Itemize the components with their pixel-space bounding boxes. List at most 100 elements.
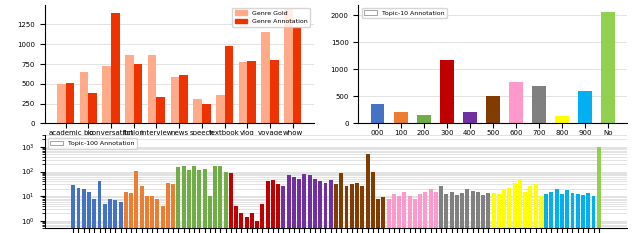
Bar <box>223 171 228 233</box>
Bar <box>339 173 343 233</box>
Bar <box>413 199 417 233</box>
Bar <box>87 192 91 233</box>
Bar <box>334 185 338 233</box>
Legend: Genre Gold, Genre Annotation: Genre Gold, Genre Annotation <box>232 8 310 27</box>
Bar <box>261 32 270 123</box>
Bar <box>216 95 225 123</box>
Bar <box>303 174 307 233</box>
Bar <box>88 93 97 123</box>
Bar <box>429 189 433 233</box>
Bar <box>539 196 543 233</box>
Bar <box>213 166 217 233</box>
Bar <box>177 167 180 233</box>
Bar <box>150 196 154 233</box>
Legend: Topic-10 Annotation: Topic-10 Annotation <box>362 8 447 18</box>
Bar <box>502 189 506 233</box>
Bar <box>292 27 301 123</box>
Bar <box>418 194 422 233</box>
Bar <box>550 192 554 233</box>
Bar <box>250 213 254 233</box>
Bar <box>161 206 164 233</box>
Bar <box>297 179 301 233</box>
Bar <box>455 195 459 233</box>
Bar <box>292 177 296 233</box>
Bar <box>166 183 170 233</box>
Bar <box>376 199 380 233</box>
Bar <box>284 9 292 123</box>
Bar <box>570 193 575 233</box>
Bar <box>125 55 134 123</box>
Bar <box>365 154 369 233</box>
Bar <box>313 179 317 233</box>
Bar <box>66 83 74 123</box>
Bar <box>111 13 120 123</box>
Bar <box>260 204 264 233</box>
Bar <box>381 197 385 233</box>
Bar <box>148 55 157 123</box>
Bar <box>202 104 211 123</box>
Bar <box>555 189 559 233</box>
Bar <box>171 185 175 233</box>
Bar <box>145 196 148 233</box>
Bar <box>534 185 538 233</box>
Bar <box>581 195 585 233</box>
Bar <box>197 170 202 233</box>
Bar <box>247 61 256 123</box>
Bar <box>239 213 243 233</box>
Bar <box>229 173 233 233</box>
Bar <box>394 112 408 123</box>
Bar <box>360 186 364 233</box>
Bar <box>179 75 188 123</box>
Bar <box>239 62 247 123</box>
Bar <box>392 194 396 233</box>
Bar <box>486 96 500 123</box>
Bar <box>450 192 454 233</box>
Bar <box>434 192 438 233</box>
Bar <box>524 192 527 233</box>
Bar <box>157 96 165 123</box>
Bar <box>276 185 280 233</box>
Bar <box>350 185 354 233</box>
Bar <box>244 216 248 233</box>
Bar <box>481 195 485 233</box>
Bar <box>578 91 592 123</box>
Bar <box>82 189 86 233</box>
Bar <box>102 66 111 123</box>
Bar <box>440 60 454 123</box>
Bar <box>287 175 291 233</box>
Bar <box>282 186 285 233</box>
Bar <box>318 182 322 233</box>
Bar <box>439 186 443 233</box>
Bar <box>97 182 102 233</box>
Bar <box>555 116 569 123</box>
Bar <box>323 183 328 233</box>
Bar <box>397 196 401 233</box>
Bar <box>509 82 523 123</box>
Bar <box>134 64 143 123</box>
Bar <box>225 46 233 123</box>
Bar <box>308 175 312 233</box>
Bar <box>476 192 480 233</box>
Bar <box>371 171 375 233</box>
Bar <box>92 199 96 233</box>
Bar <box>371 104 385 123</box>
Bar <box>171 77 179 123</box>
Bar <box>586 193 590 233</box>
Bar <box>255 221 259 233</box>
Bar <box>508 188 511 233</box>
Bar <box>486 193 490 233</box>
Bar <box>182 166 186 233</box>
Bar <box>77 188 81 233</box>
Bar <box>187 170 191 233</box>
Bar <box>576 194 580 233</box>
Bar <box>596 147 601 233</box>
Bar <box>518 179 522 233</box>
Bar <box>408 196 412 233</box>
Bar <box>113 200 117 233</box>
Bar <box>71 185 76 233</box>
Bar <box>417 115 431 123</box>
Bar <box>271 180 275 233</box>
Bar <box>344 186 349 233</box>
Bar <box>497 194 501 233</box>
Bar <box>193 99 202 123</box>
